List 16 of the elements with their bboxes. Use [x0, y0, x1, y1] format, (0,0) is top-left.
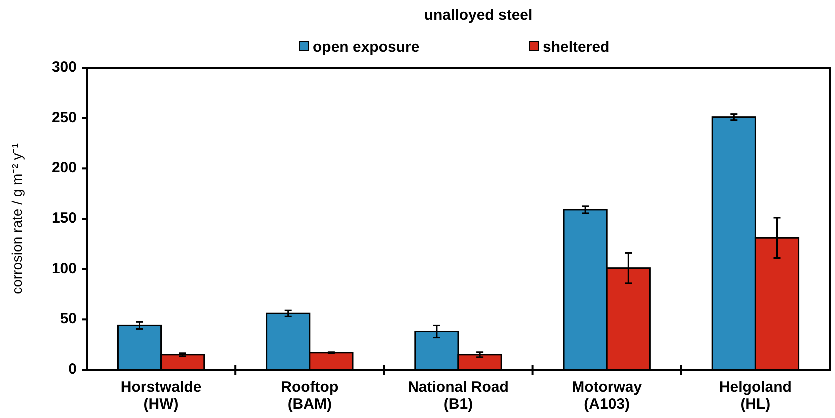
y-tick-label: 0	[68, 360, 77, 378]
x-tick-label: Rooftop (BAM)	[281, 379, 339, 413]
x-tick-label: Motorway (A103)	[572, 379, 643, 413]
legend-label: open exposure	[313, 38, 420, 56]
x-tick-label: Horstwalde (HW)	[120, 379, 202, 413]
y-tick-label: 50	[60, 310, 77, 328]
x-tick-label: National Road (B1)	[408, 379, 509, 413]
legend-label: sheltered	[543, 38, 610, 56]
y-tick-label: 300	[52, 58, 77, 76]
y-tick-label: 100	[52, 260, 77, 278]
y-tick-label: 200	[52, 160, 77, 177]
y-tick-label: 250	[52, 109, 77, 126]
x-tick-label: Helgoland (HL)	[719, 379, 792, 413]
y-axis-title: corrosion rate / g m⁻² y⁻¹	[9, 143, 25, 294]
y-tick-label: 150	[52, 210, 77, 227]
chart-title: unalloyed steel	[424, 7, 533, 24]
